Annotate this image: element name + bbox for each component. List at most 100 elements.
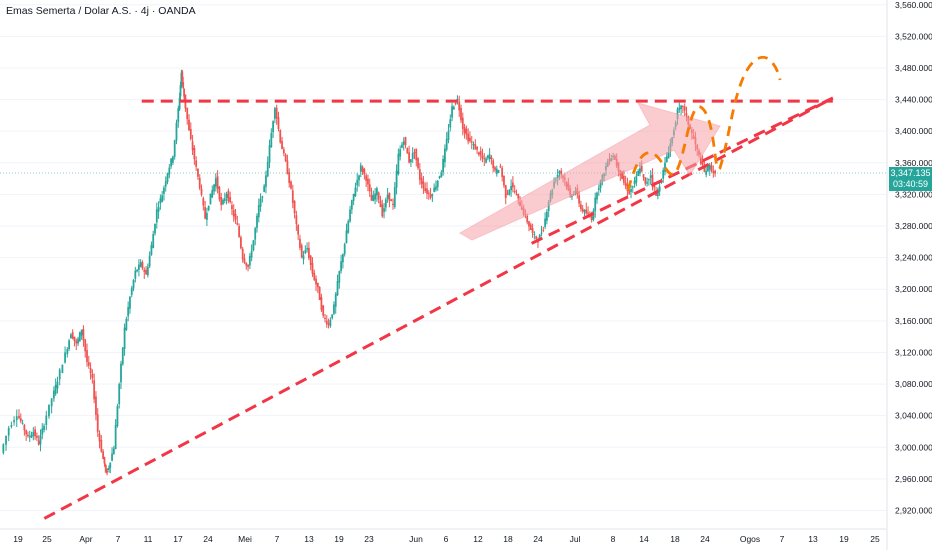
candle-body bbox=[540, 232, 543, 234]
candle-body bbox=[2, 444, 5, 453]
candle-body bbox=[472, 143, 475, 146]
candle-body bbox=[275, 107, 278, 119]
candle-body bbox=[497, 170, 500, 173]
candle-body bbox=[87, 362, 90, 366]
candle-body bbox=[329, 319, 332, 327]
candle-body bbox=[50, 398, 53, 407]
candle-body bbox=[639, 168, 641, 174]
candle-body bbox=[91, 373, 94, 378]
candle-body bbox=[77, 338, 79, 344]
candle-body bbox=[404, 137, 407, 146]
candle-body bbox=[347, 221, 350, 233]
candle-body bbox=[429, 194, 432, 198]
candle-body bbox=[139, 262, 142, 267]
candle-body bbox=[54, 384, 57, 395]
candle-body bbox=[64, 352, 66, 363]
candle-body bbox=[460, 108, 462, 121]
candle-body bbox=[714, 170, 717, 174]
ascending-support-1-line[interactable] bbox=[43, 96, 834, 520]
price-projection-curve[interactable] bbox=[626, 55, 782, 191]
candle-body bbox=[476, 146, 479, 150]
candle-body bbox=[685, 113, 688, 116]
candle-body bbox=[193, 147, 196, 160]
candle-body bbox=[381, 204, 384, 217]
time-tick-label: 18 bbox=[503, 534, 513, 544]
candle-body bbox=[343, 244, 346, 255]
candle-body bbox=[43, 425, 45, 430]
candle-body bbox=[155, 209, 158, 223]
candle-body bbox=[259, 198, 262, 207]
candle-body bbox=[189, 128, 192, 139]
candle-body bbox=[150, 245, 153, 256]
candle-body bbox=[164, 181, 167, 187]
current-price-badge: 3,347.135 03:40:59 bbox=[889, 166, 932, 191]
candle-body bbox=[200, 188, 203, 195]
candle-body bbox=[222, 199, 224, 205]
bullish-arrow[interactable] bbox=[458, 102, 721, 241]
price-tick-label: 3,360.000 bbox=[895, 158, 932, 168]
candle-body bbox=[499, 166, 502, 168]
candle-body bbox=[510, 185, 513, 191]
candle-body bbox=[58, 369, 61, 380]
candle-body bbox=[23, 424, 26, 431]
price-tick-label: 3,480.000 bbox=[895, 63, 932, 73]
candle-body bbox=[279, 130, 282, 143]
candle-body bbox=[644, 177, 647, 184]
candle-body bbox=[587, 212, 589, 214]
candle-body bbox=[311, 262, 314, 274]
candle-body bbox=[399, 149, 402, 157]
candle-body bbox=[624, 182, 627, 186]
candle-body bbox=[171, 156, 174, 163]
candle-body bbox=[336, 281, 339, 296]
time-tick-label: 13 bbox=[808, 534, 818, 544]
candle-body bbox=[535, 236, 538, 239]
candle-body bbox=[141, 262, 144, 269]
candle-body bbox=[354, 187, 357, 197]
candle-body bbox=[528, 221, 530, 227]
candle-body bbox=[293, 200, 296, 214]
candle-body bbox=[325, 320, 328, 325]
candle-body bbox=[411, 152, 414, 159]
candle-body bbox=[637, 170, 640, 177]
candle-body bbox=[154, 223, 156, 234]
candle-body bbox=[334, 293, 337, 307]
candle-body bbox=[678, 107, 681, 110]
candle-body bbox=[597, 188, 600, 191]
candle-body bbox=[517, 193, 520, 199]
time-tick-label: Mei bbox=[238, 534, 252, 544]
candle-body bbox=[86, 350, 88, 362]
candle-body bbox=[56, 381, 59, 389]
candle-body bbox=[205, 213, 208, 220]
candle-body bbox=[290, 181, 292, 189]
candle-body bbox=[390, 199, 393, 202]
candle-body bbox=[658, 186, 661, 192]
candle-body bbox=[440, 172, 443, 178]
candle-body bbox=[630, 189, 632, 192]
candle-body bbox=[106, 471, 109, 473]
candle-body bbox=[397, 153, 400, 174]
price-tick-label: 3,560.000 bbox=[895, 0, 932, 10]
candle-body bbox=[443, 148, 446, 163]
candle-body bbox=[183, 88, 185, 97]
candle-body bbox=[35, 435, 38, 438]
candle-body bbox=[585, 209, 588, 214]
time-tick-label: 24 bbox=[533, 534, 543, 544]
candle-body bbox=[422, 181, 425, 189]
price-tick-label: 2,960.000 bbox=[895, 474, 932, 484]
candle-body bbox=[506, 193, 509, 195]
candle-body bbox=[120, 363, 122, 383]
candle-body bbox=[109, 462, 112, 468]
price-tick-label: 3,160.000 bbox=[895, 316, 932, 326]
price-tick-label: 3,280.000 bbox=[895, 221, 932, 231]
candle-body bbox=[84, 339, 87, 352]
candle-body bbox=[277, 117, 280, 130]
candle-body bbox=[18, 415, 20, 419]
candle-body bbox=[134, 270, 137, 279]
candle-body bbox=[241, 248, 244, 260]
candle-body bbox=[490, 157, 493, 160]
candle-body bbox=[295, 215, 298, 224]
candle-body bbox=[118, 384, 121, 405]
candle-body bbox=[291, 190, 294, 203]
candle-body bbox=[39, 435, 42, 445]
